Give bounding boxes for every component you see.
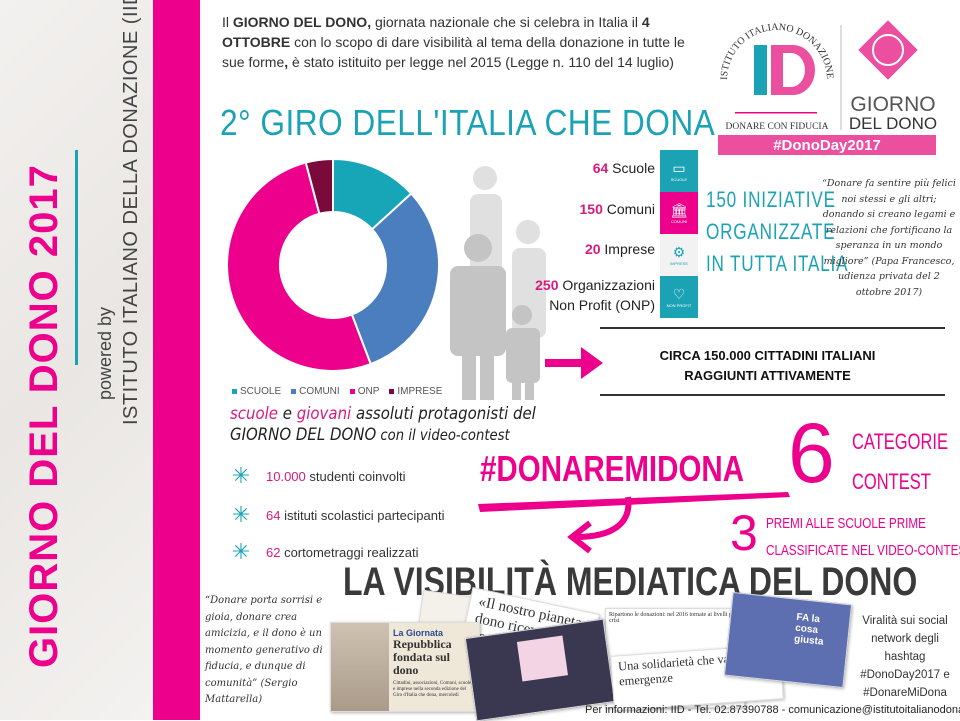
mattarella-quote: “Donare porta sorrisi e gioia, donare cr… bbox=[205, 595, 323, 705]
town-hall-icon: 🏛︎ COMUNI bbox=[660, 192, 698, 234]
prizes-label: PREMI ALLE SCUOLE PRIME CLASSIFICATE NEL … bbox=[766, 515, 960, 559]
citizens-reached: CIRCA 150.000 CITTADINI ITALIANI RAGGIUNT… bbox=[659, 348, 876, 383]
arrow-right-icon bbox=[545, 347, 603, 379]
svg-text:#DonoDay2017: #DonoDay2017 bbox=[773, 137, 881, 154]
sidebar-title: GIORNO DEL DONO 2017 bbox=[22, 164, 66, 668]
tv-screenshot: FA la cosa giusta bbox=[723, 591, 853, 689]
gears-icon: ⚙ IMPRESE bbox=[660, 234, 698, 276]
categories-label: CATEGORIE CONTEST bbox=[852, 429, 948, 494]
pope-quote: “Donare fa sentire più felici noi stessi… bbox=[822, 178, 956, 298]
asterisk-icon: ✳ bbox=[231, 463, 251, 488]
chart-legend: SCUOLE COMUNI ONP IMPRESE bbox=[232, 386, 442, 397]
bullet-item: ✳ 64 istituti scolastici partecipanti bbox=[231, 502, 445, 527]
svg-text:GIORNO: GIORNO bbox=[850, 93, 935, 116]
divider bbox=[600, 327, 945, 329]
divider bbox=[600, 394, 945, 396]
pink-band bbox=[153, 0, 200, 720]
stat-imprese: 20 Imprese bbox=[584, 241, 655, 257]
institute-name: ISTITUTO ITALIANO DELLA DONAZIONE (IID) bbox=[120, 0, 142, 425]
svg-text:DEL DONO: DEL DONO bbox=[849, 114, 937, 133]
sidebar-divider bbox=[75, 150, 78, 365]
legend-label: COMUNI bbox=[299, 386, 340, 397]
asterisk-icon: ✳ bbox=[231, 502, 251, 527]
subheading: scuole e giovani assoluti protagonisti d… bbox=[230, 404, 536, 445]
categories-number: 6 bbox=[788, 406, 835, 500]
intro-text: Il GIORNO DEL DONO, giornata nazionale c… bbox=[222, 14, 685, 70]
virality-text: Viralità sui social network degli hashta… bbox=[860, 615, 950, 699]
legend-item: SCUOLE bbox=[232, 386, 281, 397]
stat-scuole: 64 Scuole bbox=[592, 160, 655, 176]
underline-stroke bbox=[478, 492, 790, 512]
legend-label: ONP bbox=[357, 386, 380, 397]
bullet-item: ✳ 10.000 studenti coinvolti bbox=[231, 463, 406, 488]
footer-contact: Per informazioni: IID - Tel. 02.87390788… bbox=[585, 704, 960, 716]
donut-chart bbox=[226, 157, 440, 372]
legend-item: COMUNI bbox=[291, 386, 340, 397]
curved-arrow-icon bbox=[567, 496, 632, 554]
people-silhouettes-icon bbox=[450, 166, 546, 400]
legend-label: SCUOLE bbox=[240, 386, 282, 397]
legend-label: IMPRESE bbox=[397, 386, 443, 397]
initiatives-text: 150 INIZIATIVE ORGANIZZATE IN TUTTA ITALIA bbox=[706, 187, 849, 276]
contest-hashtag: #DONAREMIDONA bbox=[480, 448, 745, 489]
logo bbox=[516, 635, 568, 682]
book-icon: ▭ SCUOLE bbox=[660, 150, 698, 192]
category-icons: ▭ SCUOLE 🏛︎ COMUNI ⚙ IMPRESE ♡ NON PROFIT bbox=[660, 150, 698, 318]
page-title: 2° GIRO DELL'ITALIA CHE DONA bbox=[220, 102, 716, 143]
stat-onp: 250 Organizzazioni Non Profit (ONP) bbox=[535, 277, 655, 313]
bullet-item: ✳ 62 cortometraggi realizzati bbox=[231, 539, 419, 564]
logo: ISTITUTO ITALIANO DONAZIONE DONARE CON F… bbox=[705, 5, 955, 155]
donut-slice-onp bbox=[226, 161, 372, 372]
photo bbox=[331, 623, 389, 711]
svg-text:DONARE CON FIDUCIA: DONARE CON FIDUCIA bbox=[726, 122, 829, 132]
powered-by-label: powered by bbox=[95, 306, 115, 400]
donut-slice-comuni bbox=[350, 192, 440, 366]
heart-icon: ♡ NON PROFIT bbox=[660, 276, 698, 318]
press-clipping-repubblica: La Giornata Repubblica fondata sul dono … bbox=[330, 622, 480, 712]
prizes-number: 3 bbox=[730, 505, 758, 561]
legend-item: IMPRESE bbox=[389, 386, 442, 397]
donut-slice-imprese bbox=[304, 157, 334, 215]
legend-item: ONP bbox=[349, 386, 380, 397]
asterisk-icon: ✳ bbox=[231, 539, 251, 564]
stat-comuni: 150 Comuni bbox=[579, 201, 656, 217]
